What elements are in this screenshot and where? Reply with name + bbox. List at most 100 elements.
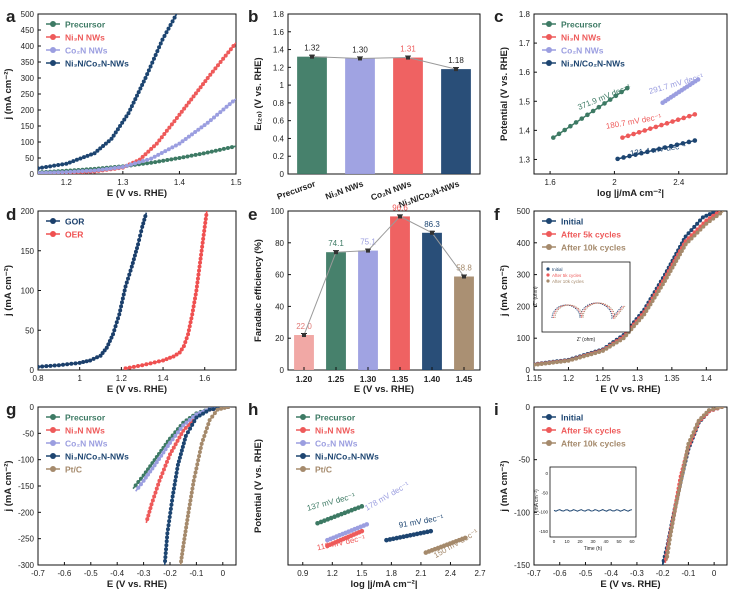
- data-point-a: [164, 30, 169, 35]
- data-point-h: [387, 537, 393, 542]
- data-point-c: [615, 156, 620, 162]
- legend-label-f: After 10k cycles: [561, 243, 626, 253]
- plot-area-c: [551, 77, 701, 162]
- data-point-g: [171, 490, 176, 495]
- data-point-h: [404, 533, 410, 539]
- data-point-a: [152, 154, 157, 159]
- data-point-d: [136, 364, 141, 369]
- y-tick-label-b: 0.8: [273, 99, 285, 108]
- data-point-a: [154, 141, 159, 146]
- data-point-a: [149, 146, 154, 151]
- data-point-d: [127, 272, 132, 277]
- inset-y-tick-i: -100: [539, 510, 549, 515]
- data-point-f: [686, 231, 691, 236]
- legend-marker-g: [50, 414, 56, 420]
- data-point-d: [192, 300, 197, 305]
- data-point-a: [145, 72, 150, 77]
- x-tick-label-a: 1.5: [230, 178, 242, 187]
- x-axis-label-d: E (V vs. RHE): [107, 384, 167, 395]
- data-point-d: [177, 350, 182, 355]
- legend-marker-a: [50, 34, 56, 40]
- data-point-f: [668, 268, 673, 273]
- data-point-d: [56, 363, 61, 368]
- x-tick-label-e: 1.45: [456, 374, 473, 384]
- data-point-a: [120, 164, 125, 169]
- y-tick-label-f: 400: [517, 239, 531, 248]
- data-point-g: [177, 455, 182, 460]
- data-point-h: [397, 535, 403, 540]
- x-tick-label-f: 1.25: [595, 374, 611, 383]
- data-point-d: [138, 233, 143, 238]
- inset-x-tick-i: 40: [603, 539, 609, 544]
- data-point-a: [228, 47, 233, 52]
- data-point-a: [137, 160, 142, 165]
- data-point-a: [221, 107, 226, 112]
- data-point-c: [568, 123, 573, 129]
- data-point-i: [666, 546, 671, 551]
- data-point-g: [176, 459, 181, 464]
- data-point-d: [201, 232, 206, 237]
- data-label-b: 1.18: [448, 56, 464, 65]
- data-point-f: [711, 213, 716, 218]
- data-point-c: [647, 126, 653, 131]
- data-point-i: [694, 422, 699, 427]
- data-point-g: [164, 459, 169, 464]
- data-point-d: [130, 260, 135, 265]
- data-point-a: [60, 162, 65, 167]
- data-point-g: [211, 407, 216, 412]
- data-point-g: [191, 478, 196, 483]
- data-point-d: [124, 280, 129, 285]
- y-tick-label-d: 200: [21, 207, 35, 216]
- marker-b: [406, 55, 410, 60]
- bar-e: [454, 276, 474, 370]
- data-point-i: [671, 517, 676, 522]
- data-point-d: [122, 288, 127, 293]
- y-tick-label-f: 0: [526, 366, 531, 375]
- y-tick-label-a: 450: [21, 26, 35, 35]
- data-point-g: [178, 452, 183, 457]
- data-point-c: [675, 117, 681, 123]
- data-point-a: [92, 151, 97, 156]
- data-point-i: [683, 456, 688, 461]
- data-point-a: [129, 104, 134, 109]
- data-point-g: [219, 407, 224, 411]
- data-point-g: [175, 438, 180, 443]
- data-point-f: [714, 214, 719, 219]
- x-tick-label-f: 1.15: [526, 374, 542, 383]
- data-point-g: [175, 430, 180, 435]
- y-axis-label-f: j (mA cm⁻²): [499, 265, 510, 317]
- data-point-a: [76, 169, 81, 174]
- plot-frame-i: [533, 406, 728, 566]
- data-point-c: [668, 143, 674, 149]
- data-point-a: [177, 156, 182, 160]
- data-point-a: [229, 145, 234, 150]
- legend-label-a: Precursor: [65, 20, 106, 30]
- marker-b: [454, 67, 458, 72]
- data-point-a: [128, 107, 133, 112]
- data-point-a: [48, 164, 53, 169]
- marker-e: [302, 333, 306, 338]
- data-point-f: [683, 242, 688, 247]
- data-point-h: [462, 535, 468, 541]
- data-point-c: [662, 145, 668, 150]
- data-point-d: [131, 257, 136, 262]
- data-point-a: [138, 86, 143, 91]
- data-point-h: [411, 532, 417, 537]
- data-point-a: [180, 139, 185, 144]
- bar-b: [441, 69, 471, 174]
- inset-series-f: [554, 302, 626, 320]
- data-point-g: [191, 415, 196, 420]
- legend-marker-c: [546, 60, 552, 66]
- data-point-a: [181, 155, 186, 160]
- marker-e: [462, 274, 466, 279]
- data-point-a: [101, 144, 106, 148]
- data-point-a: [186, 100, 191, 105]
- data-point-i: [673, 505, 678, 510]
- data-point-i: [669, 529, 674, 534]
- data-point-g: [149, 502, 154, 507]
- x-tick-label-e: 1.25: [328, 374, 345, 384]
- data-point-d: [91, 356, 96, 361]
- data-point-a: [163, 149, 168, 154]
- data-point-c: [653, 124, 659, 130]
